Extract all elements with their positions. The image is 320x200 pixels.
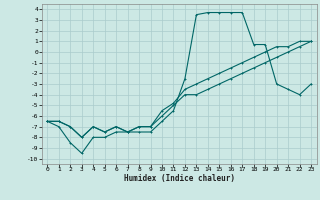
X-axis label: Humidex (Indice chaleur): Humidex (Indice chaleur)	[124, 174, 235, 183]
